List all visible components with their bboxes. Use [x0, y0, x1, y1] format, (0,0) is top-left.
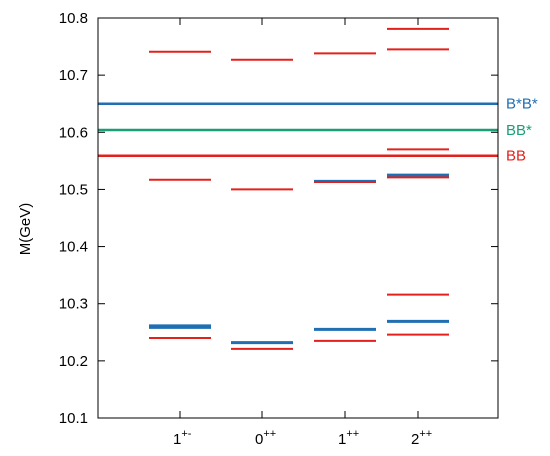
threshold-label-1: BB* [506, 122, 532, 139]
x-tick-label-sup-1: ++ [263, 428, 276, 440]
y-tick-label-0: 10.1 [59, 410, 88, 427]
y-tick-label-7: 10.8 [59, 10, 88, 27]
x-tick-label-base-2: 1 [338, 431, 346, 448]
x-tick-label-base-0: 1 [173, 431, 181, 448]
plot-frame [97, 17, 499, 419]
x-tick-label-0: 1+- [173, 428, 192, 448]
y-tick-label-6: 10.7 [59, 67, 88, 84]
threshold-label-0: B*B* [506, 96, 538, 113]
x-tick-label-sup-3: ++ [419, 428, 432, 440]
y-axis-title-group: M(GeV) [17, 203, 34, 256]
x-tick-label-1: 0++ [255, 428, 276, 448]
x-tick-label-sup-0: +- [181, 428, 191, 440]
plot-marks: B*B* BB* BB [98, 27, 538, 350]
axis-ticks: 10.110.210.310.410.510.610.710.81+- 0++ 1+… [59, 10, 498, 448]
y-axis-title: M(GeV) [17, 203, 34, 256]
y-tick-label-3: 10.4 [59, 239, 88, 256]
y-tick-label-4: 10.5 [59, 181, 88, 198]
y-tick-label-5: 10.6 [59, 124, 88, 141]
threshold-label-2: BB [506, 148, 526, 165]
x-tick-label-sup-2: ++ [346, 428, 359, 440]
x-tick-label-3: 2++ [411, 428, 432, 448]
x-tick-label-base-1: 0 [255, 431, 263, 448]
y-tick-label-1: 10.2 [59, 353, 88, 370]
x-tick-label-2: 1++ [338, 428, 359, 448]
y-tick-label-2: 10.3 [59, 296, 88, 313]
x-tick-label-base-3: 2 [411, 431, 419, 448]
